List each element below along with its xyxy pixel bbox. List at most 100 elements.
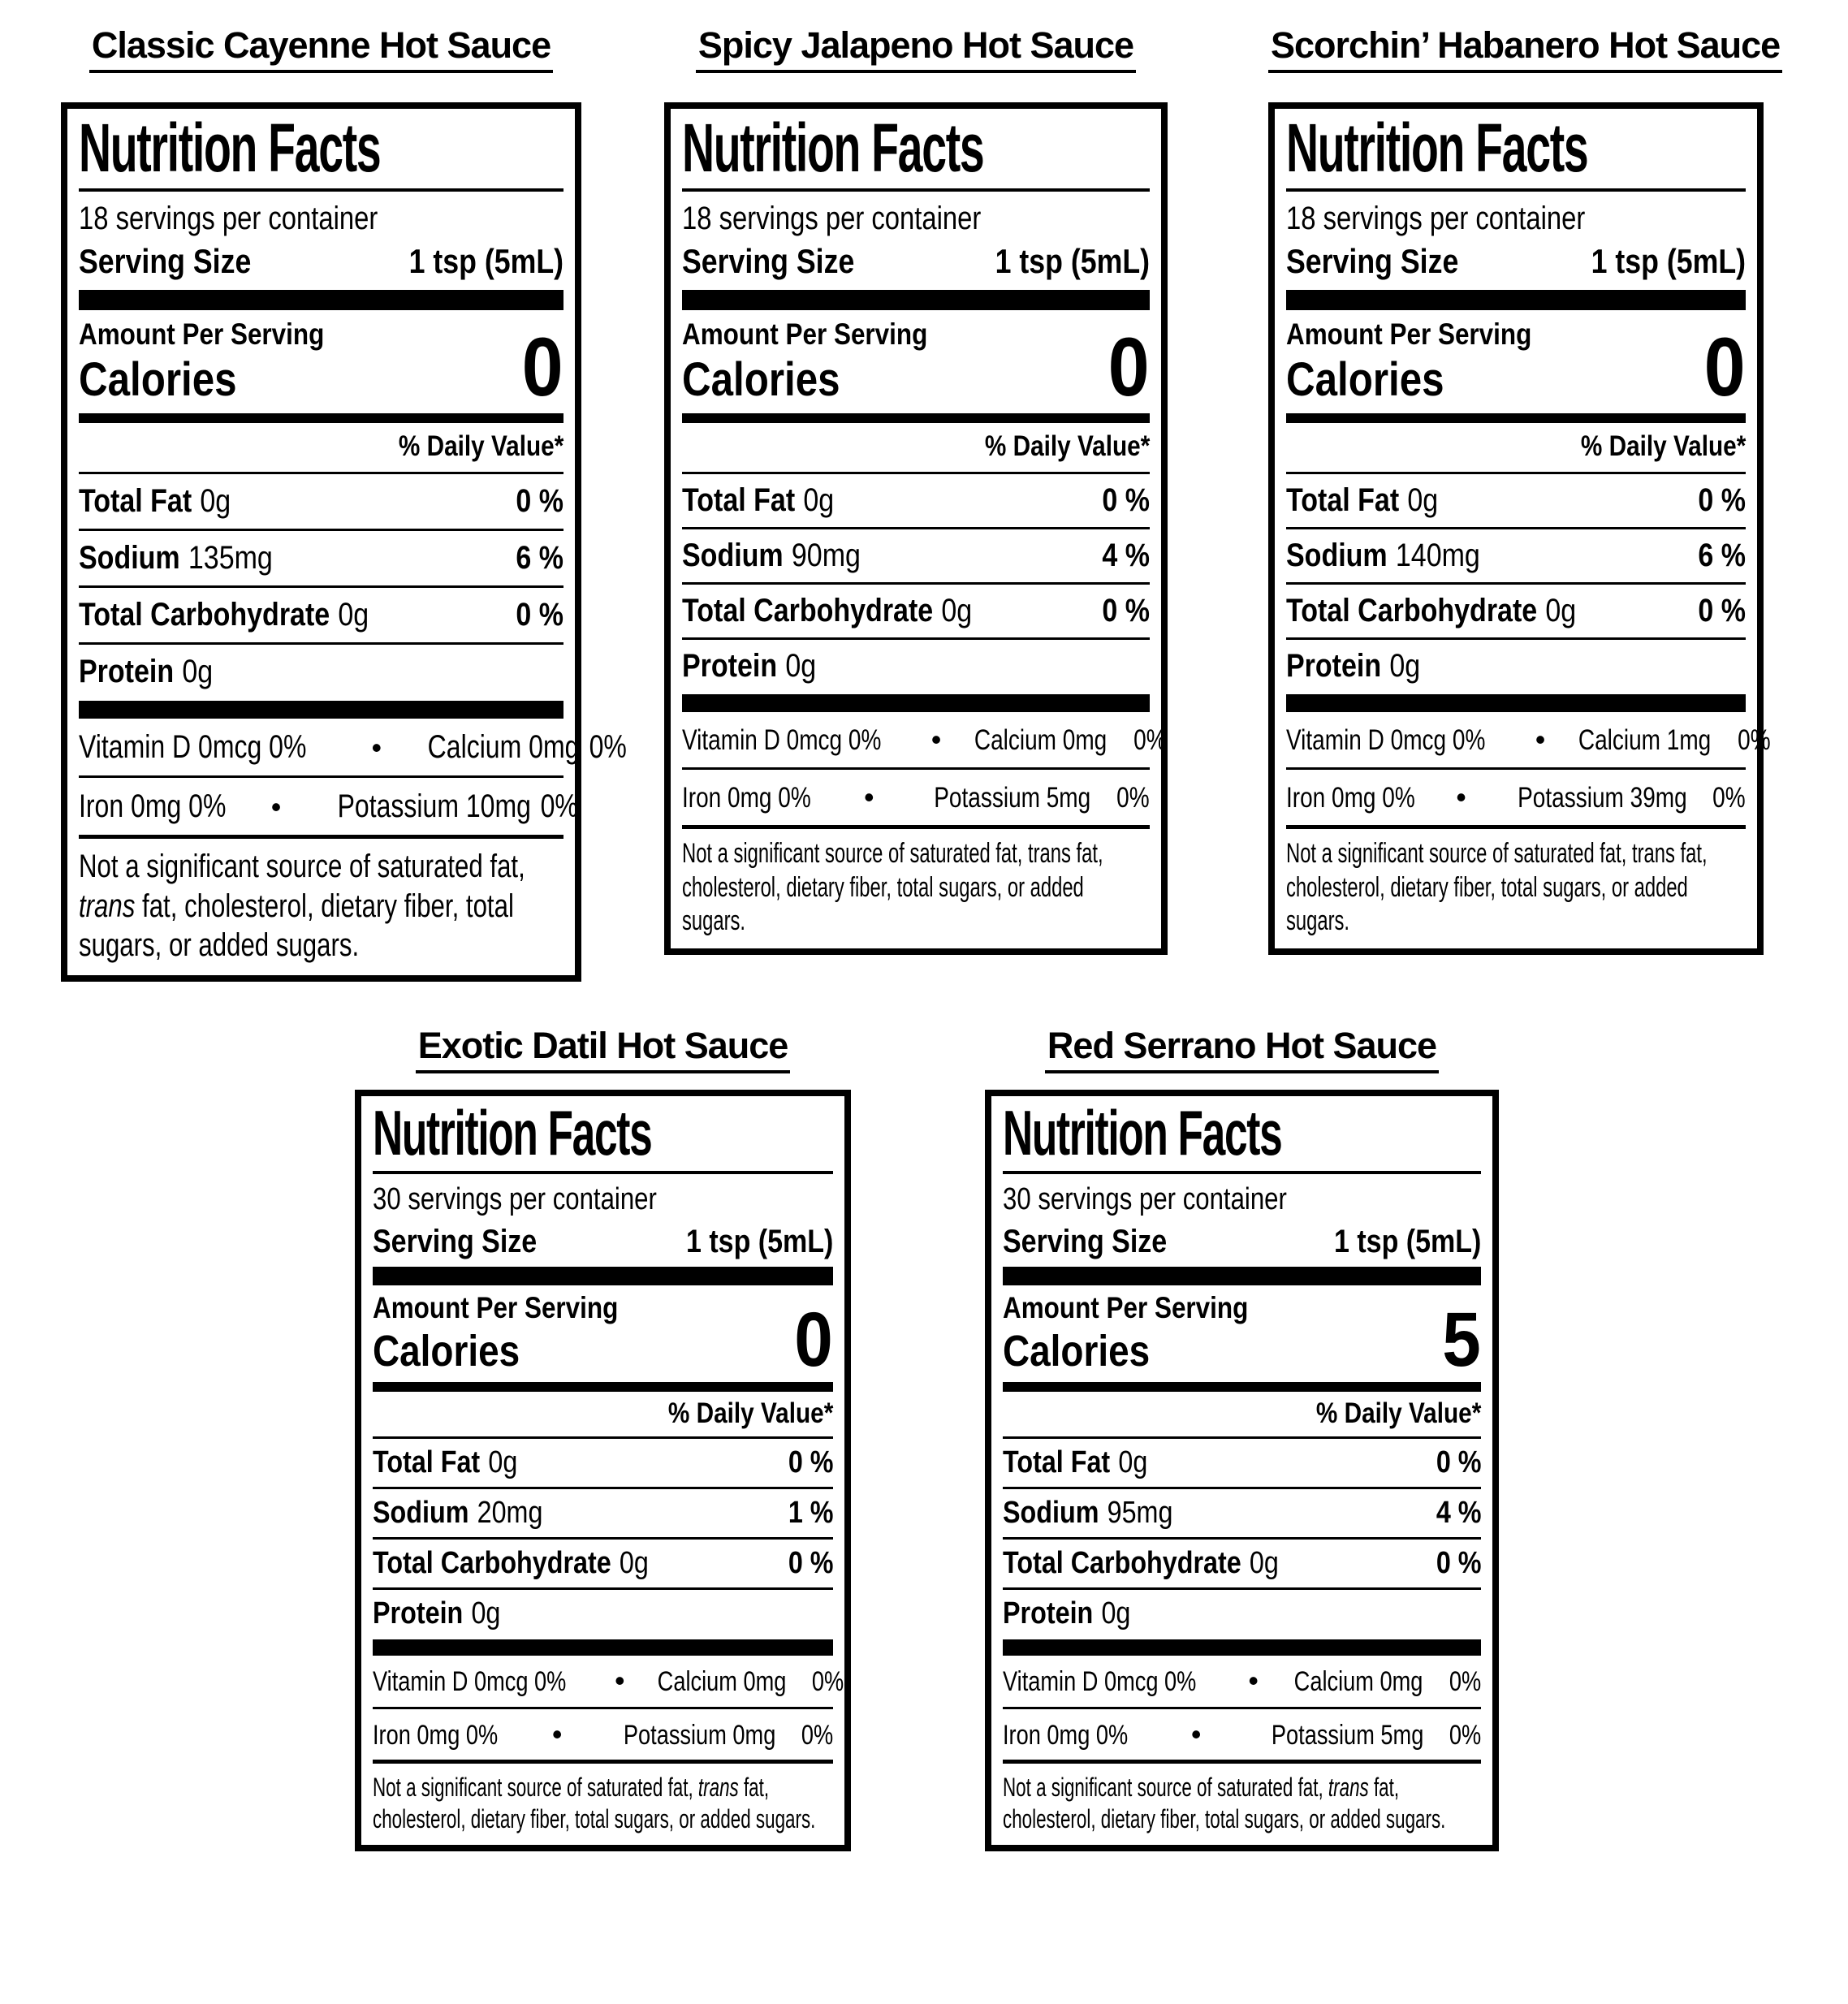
nutrient-row: Total Carbohydrate 0g 0 % (79, 588, 563, 645)
footnote-post: fat, cholesterol, dietary fiber, total s… (682, 838, 1103, 937)
nutrient-amount: 0g (338, 596, 369, 633)
amount-left: Amount Per Serving Calories (79, 315, 368, 406)
micronutrient-right: Calcium 0mg (657, 1666, 786, 1698)
micronutrient-left: Iron 0mg 0% (1286, 782, 1415, 814)
nutrient-row: Total Fat 0g 0 % (682, 474, 1150, 529)
nutrition-label: Nutrition Facts 18 servings per containe… (61, 102, 626, 983)
heading-rule (373, 1171, 833, 1174)
calories-value: 0 (794, 1296, 833, 1383)
calories-value: 0 (521, 320, 563, 413)
nutrient-dv: 0 % (516, 482, 563, 519)
micronutrient-right-dv: 0% (540, 788, 579, 824)
calories-label: Calories (1286, 352, 1444, 406)
serving-size-value: 1 tsp (5mL) (1333, 1223, 1481, 1259)
amount-per-serving-label: Amount Per Serving (79, 317, 325, 351)
heading-rule (1003, 1171, 1481, 1174)
servings-per-container: 18 servings per container (682, 201, 982, 236)
amount-left: Amount Per Serving Calories (1003, 1289, 1292, 1376)
nutrient-name: Total Carbohydrate (1003, 1546, 1241, 1581)
nutrient-row: Sodium 140mg 6 % (1286, 529, 1746, 585)
amount-per-serving-label: Amount Per Serving (682, 317, 928, 351)
bullet-separator: • (270, 789, 282, 823)
micronutrient-right-dv: 0% (589, 728, 627, 765)
bullet-separator: • (1456, 780, 1466, 814)
nutrient-name: Sodium (1003, 1496, 1099, 1531)
serving-size-value: 1 tsp (5mL) (1591, 242, 1746, 280)
nutrient-amount: 90mg (791, 537, 861, 573)
label-title: Classic Cayenne Hot Sauce (61, 24, 581, 73)
label-title-text: Spicy Jalapeno Hot Sauce (695, 24, 1137, 73)
nutrient-name: Total Fat (79, 482, 192, 519)
footnote-post: fat, cholesterol, dietary fiber, total s… (1003, 1772, 1446, 1833)
amount-per-serving-block: Amount Per Serving Calories 5 (1003, 1289, 1481, 1383)
micronutrient-left: Iron 0mg 0% (1003, 1719, 1129, 1751)
micronutrient-right: Potassium 39mg (1517, 782, 1687, 814)
footnote-pre: Not a significant source of saturated fa… (1286, 838, 1632, 870)
serving-size-row: Serving Size 1 tsp (5mL) (79, 240, 563, 283)
bullet-separator: • (551, 1717, 563, 1751)
servings-per-container: 18 servings per container (79, 201, 378, 236)
footnote-pre: Not a significant source of saturated fa… (1003, 1772, 1328, 1802)
heading-rule (682, 188, 1150, 192)
serving-size-row: Serving Size 1 tsp (5mL) (373, 1221, 833, 1262)
heading-rule (79, 188, 563, 192)
nutrient-dv: 6 % (516, 539, 563, 576)
label-title: Red Serrano Hot Sauce (985, 1025, 1499, 1073)
micronutrient-right-dv: 0% (1737, 723, 1771, 756)
thick-bar (1286, 693, 1746, 712)
nutrient-name: Sodium (79, 539, 180, 576)
nutrient-row: Total Carbohydrate 0g 0 % (1286, 585, 1746, 640)
micronutrient-left: Vitamin D 0mcg 0% (1286, 723, 1486, 756)
amount-per-serving-block: Amount Per Serving Calories 0 (373, 1289, 833, 1383)
amount-per-serving-label: Amount Per Serving (373, 1290, 619, 1324)
micronutrient-left: Vitamin D 0mcg 0% (1003, 1666, 1197, 1698)
thick-bar (1003, 1266, 1481, 1285)
nutrient-dv: 0 % (1102, 592, 1150, 628)
nutrient-amount: 95mg (1107, 1496, 1173, 1531)
nutrient-row: Total Fat 0g 0 % (373, 1439, 833, 1490)
footnote-post: fat, cholesterol, dietary fiber, total s… (79, 888, 514, 964)
nutrient-row: Sodium 135mg 6 % (79, 531, 563, 588)
calories-label: Calories (79, 352, 237, 406)
amount-per-serving-block: Amount Per Serving Calories 0 (1286, 315, 1746, 408)
label-title-text: Scorchin’ Habanero Hot Sauce (1268, 24, 1783, 73)
nutrient-dv: 0 % (788, 1546, 833, 1581)
thick-bar (682, 289, 1150, 310)
serving-size-label: Serving Size (1003, 1223, 1168, 1259)
nutrient-name: Total Fat (682, 482, 796, 518)
nutrition-facts-heading: Nutrition Facts (373, 1097, 653, 1168)
nutrition-label: Nutrition Facts 18 servings per containe… (664, 102, 1168, 955)
nutrient-amount: 0g (182, 653, 214, 689)
nutrient-name: Protein (1003, 1596, 1094, 1631)
micronutrient-row: Iron 0mg 0% • Potassium 5mg 0% (682, 770, 1150, 830)
nutrient-name: Sodium (682, 537, 784, 573)
label-group-exotic-datil: Exotic Datil Hot Sauce Nutrition Facts 3… (355, 1025, 851, 1851)
micronutrient-right: Potassium 0mg (623, 1719, 775, 1751)
nutrient-row: Total Fat 0g 0 % (1286, 474, 1746, 529)
calories-label: Calories (682, 352, 840, 406)
micronutrient-row: Vitamin D 0mcg 0% • Calcium 0mg 0% (79, 719, 626, 778)
nutrient-row: Sodium 20mg 1 % (373, 1489, 833, 1540)
nutrient-row: Total Carbohydrate 0g 0 % (373, 1540, 833, 1591)
micronutrient-row: Vitamin D 0mcg 0% • Calcium 0mg 0% (1003, 1656, 1481, 1709)
amount-left: Amount Per Serving Calories (1286, 315, 1575, 406)
nutrient-row: Sodium 95mg 4 % (1003, 1489, 1481, 1540)
bullet-separator: • (1190, 1717, 1202, 1751)
micronutrient-right-dv: 0% (811, 1666, 844, 1698)
nutrient-amount: 0g (471, 1596, 501, 1631)
serving-size-value: 1 tsp (5mL) (408, 242, 563, 280)
daily-value-header: % Daily Value* (79, 428, 563, 474)
label-title: Exotic Datil Hot Sauce (355, 1025, 851, 1073)
serving-size-value: 1 tsp (5mL) (685, 1223, 833, 1259)
medium-bar (1286, 413, 1746, 424)
nutrient-dv: 0 % (1436, 1546, 1481, 1581)
nutrient-name: Protein (1286, 647, 1382, 684)
micronutrient-row: Vitamin D 0mcg 0% • Calcium 0mg 0% (373, 1656, 844, 1709)
calories-value: 5 (1442, 1296, 1481, 1383)
amount-per-serving-block: Amount Per Serving Calories 0 (682, 315, 1150, 408)
micronutrient-right: Calcium 0mg (1294, 1666, 1423, 1698)
bullet-separator: • (371, 730, 382, 764)
daily-value-header: % Daily Value* (1286, 428, 1746, 474)
micronutrient-right: Potassium 5mg (1271, 1719, 1423, 1751)
micronutrient-right-dv: 0% (1116, 782, 1150, 814)
